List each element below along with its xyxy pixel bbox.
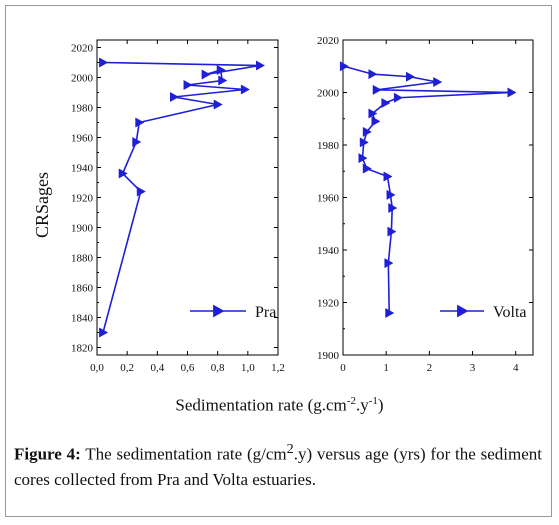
pra-y-tick-label: 1980 — [71, 103, 94, 115]
x-axis-label: Sedimentation rate (g.cm-2.y-1) — [0, 395, 559, 416]
pra-data-point — [99, 57, 109, 68]
pra-x-tick-label: 1,2 — [271, 362, 285, 374]
pra-series-line — [102, 61, 261, 333]
figure-caption: Figure 4: The sedimentation rate (g/cm2.… — [14, 437, 542, 492]
volta-data-point — [386, 189, 396, 200]
pra-data-point — [218, 75, 228, 86]
pra-data-point — [136, 186, 146, 197]
pra-data-point — [135, 117, 145, 128]
x-axis-label-sup1: -2 — [346, 395, 356, 407]
volta-data-point — [381, 97, 391, 109]
volta-data-point — [368, 108, 378, 119]
volta-y-tick-label: 1960 — [317, 193, 340, 205]
volta-data-point — [359, 137, 369, 148]
volta-chart-panel: 1900 1920 1940 1960 1980 2000 2020 0 1 2 3 4 Volta — [317, 35, 534, 374]
pra-x-tick-label: 0,6 — [181, 362, 195, 374]
pra-data-point — [118, 168, 128, 179]
pra-data-point — [213, 99, 223, 110]
x-axis-label-end: ) — [377, 395, 384, 415]
x-axis-label-mid: .y — [355, 395, 369, 415]
pra-data-point — [201, 69, 211, 80]
volta-y-tick-label: 2020 — [317, 35, 340, 47]
volta-data-point — [362, 126, 372, 137]
volta-data-point — [387, 226, 397, 237]
pra-y-tick-label: 1920 — [71, 193, 94, 205]
volta-data-point — [385, 307, 395, 319]
caption-text-before: The sedimentation rate (g/cm — [80, 444, 287, 464]
pra-y-tick-label: 2000 — [71, 73, 94, 85]
y-axis-label-group: CRSages — [32, 172, 52, 238]
volta-data-point — [388, 202, 398, 214]
caption-sup: 2 — [286, 441, 294, 457]
pra-y-tick-label: 1940 — [71, 163, 94, 175]
pra-data-point — [216, 64, 226, 76]
caption-label: Figure 4: — [14, 444, 81, 464]
figure-charts: CRSages 1820 1840 1860 1880 1900 1920 1940 1960… — [32, 35, 534, 374]
pra-x-tick-label: 0,4 — [150, 362, 164, 374]
volta-x-tick-label: 4 — [513, 362, 519, 374]
volta-data-point — [433, 76, 443, 88]
pra-y-tick-label: 1880 — [71, 253, 94, 265]
pra-legend-marker — [213, 304, 225, 318]
volta-data-point — [368, 69, 378, 80]
pra-y-tick-label: 1860 — [71, 283, 94, 295]
pra-data-point — [240, 84, 250, 95]
volta-y-tick-label: 1900 — [317, 350, 340, 362]
pra-y-tick-label: 1900 — [71, 223, 94, 235]
pra-y-tick-label: 1820 — [71, 343, 94, 355]
pra-data-point — [99, 327, 109, 338]
volta-x-tick-label: 2 — [427, 362, 433, 374]
volta-y-tick-label: 1920 — [317, 298, 340, 310]
volta-series-line — [343, 65, 512, 314]
x-axis-label-text: Sedimentation rate (g.cm — [175, 395, 347, 415]
pra-legend-label: Pra — [255, 304, 276, 321]
pra-x-tick-label: 0,8 — [211, 362, 225, 374]
x-axis-label-sup2: -1 — [368, 395, 378, 407]
volta-data-point — [406, 71, 416, 82]
pra-y-tick-label: 2020 — [71, 43, 94, 55]
volta-data-point — [372, 84, 382, 95]
volta-y-tick-label: 1940 — [317, 245, 340, 257]
volta-x-tick-label: 0 — [340, 362, 346, 374]
y-axis-label: CRSages — [32, 172, 52, 238]
volta-data-point — [383, 171, 393, 182]
volta-data-point — [384, 258, 394, 269]
pra-chart-panel: 1820 1840 1860 1880 1900 1920 1940 1960 1980 2000… — [71, 39, 285, 374]
volta-legend-label: Volta — [493, 304, 526, 321]
volta-data-point — [393, 92, 403, 103]
volta-y-tick-label: 2000 — [317, 88, 340, 100]
pra-x-tick-label: 0,2 — [120, 362, 134, 374]
pra-data-point — [132, 136, 142, 148]
volta-data-point — [339, 61, 349, 72]
volta-data-point — [507, 87, 517, 98]
pra-x-tick-label: 1,0 — [241, 362, 255, 374]
volta-x-tick-label: 1 — [383, 362, 389, 374]
volta-data-point — [362, 163, 372, 174]
pra-data-point — [255, 60, 266, 71]
volta-legend-marker — [457, 304, 469, 318]
volta-data-point — [371, 116, 381, 127]
volta-data-point — [358, 153, 368, 164]
pra-y-tick-label: 1960 — [71, 133, 94, 145]
pra-data-point — [183, 79, 193, 91]
pra-x-tick-label: 0,0 — [90, 362, 104, 374]
volta-x-tick-label: 3 — [470, 362, 476, 374]
pra-y-tick-label: 1840 — [71, 313, 94, 325]
pra-data-point — [169, 91, 180, 103]
volta-y-tick-label: 1980 — [317, 140, 340, 152]
caption-text-after: .y) versus age (yrs) for the sediment co… — [14, 444, 542, 489]
